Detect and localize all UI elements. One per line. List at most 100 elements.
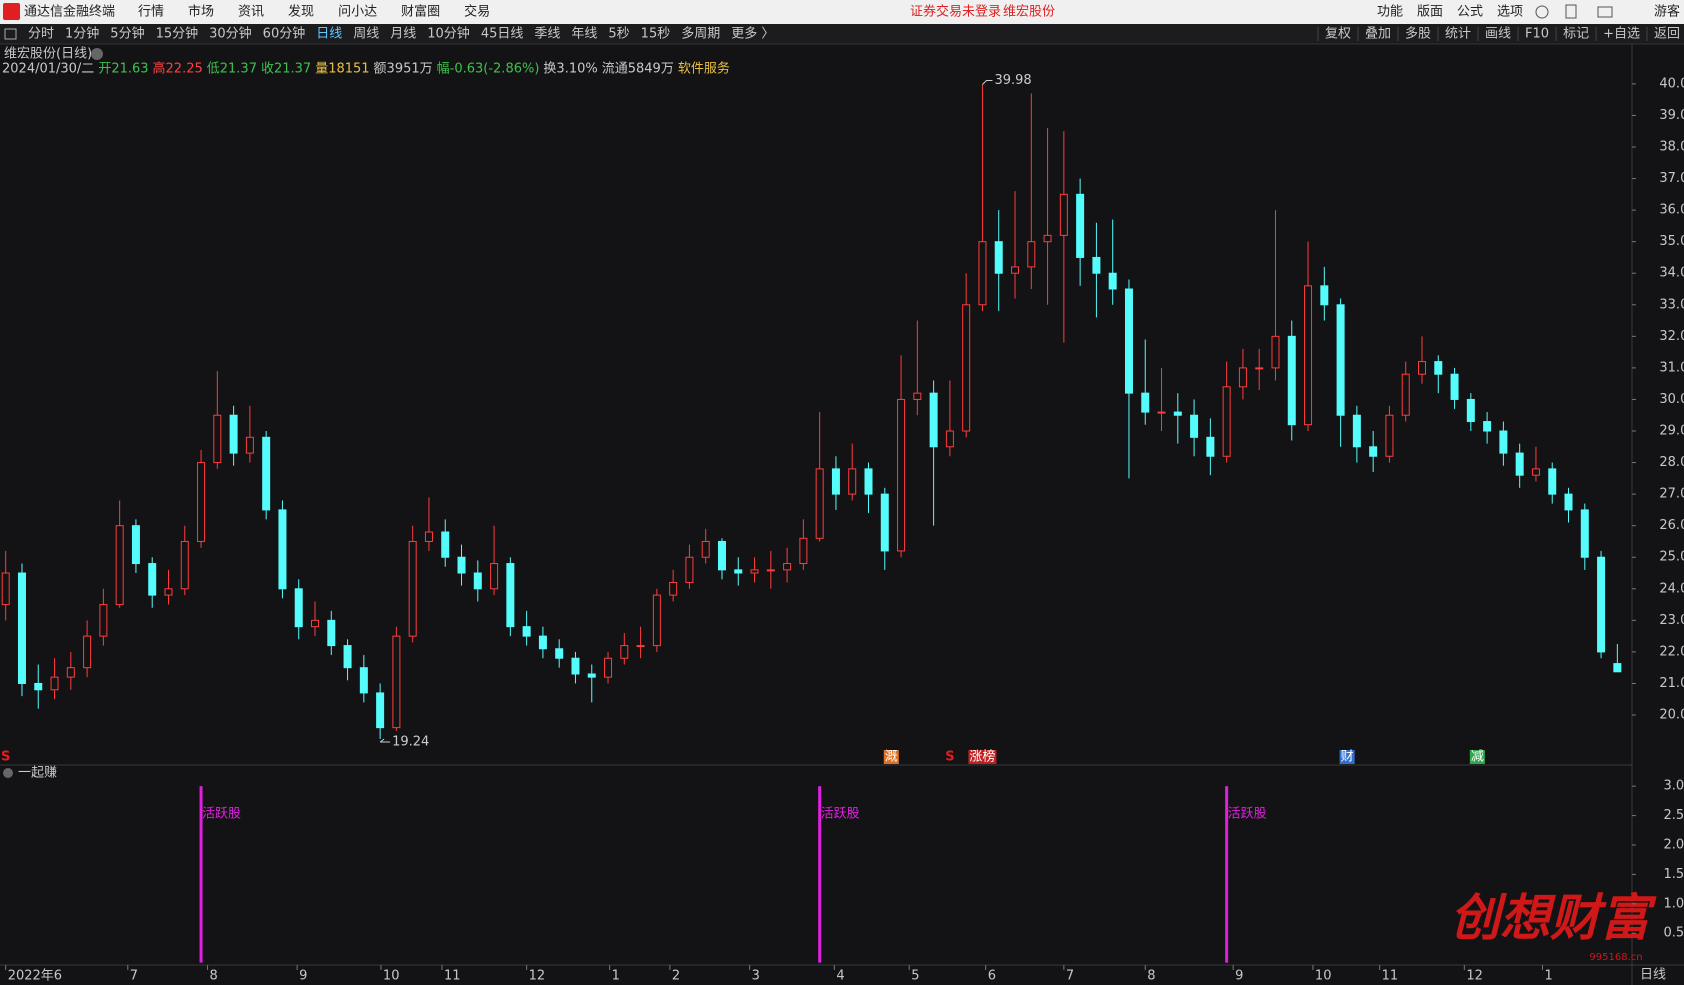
candle-body (587, 673, 596, 678)
candle-body (571, 657, 580, 675)
info-item: 幅-0.63(-2.86%) (437, 62, 540, 77)
candle-body (1092, 256, 1101, 274)
icon-phone[interactable] (1565, 4, 1577, 19)
stock-name[interactable]: 维宏股份 (1003, 5, 1055, 20)
x-tick-label: 10 (1315, 969, 1332, 984)
tool-button[interactable]: 统计 (1445, 27, 1471, 42)
event-marker[interactable]: 减 (1471, 750, 1484, 765)
tool-button[interactable]: 标记 (1563, 27, 1589, 42)
candle-body (945, 430, 954, 448)
candle-body (1450, 373, 1459, 400)
candle-body (897, 398, 906, 552)
y-tick-label: 33.00 (1659, 297, 1684, 312)
menu-item[interactable]: 行情 (138, 5, 164, 20)
period-button[interactable]: 15分钟 (156, 26, 199, 42)
period-button[interactable]: 15秒 (641, 27, 671, 42)
candle-body (1613, 663, 1622, 673)
menu-item[interactable]: 版面 (1417, 5, 1443, 20)
candle-body (652, 594, 661, 647)
high-marker (982, 80, 993, 85)
period-button[interactable]: 30分钟 (209, 26, 252, 42)
candle-body (1206, 436, 1215, 457)
candle-body (83, 635, 92, 669)
menu-item[interactable]: 问小达 (338, 5, 377, 20)
event-marker[interactable]: S (945, 750, 954, 765)
y-tick-label: 31.00 (1659, 360, 1684, 375)
indicator-menu[interactable] (3, 768, 13, 778)
period-button[interactable]: 季线 (534, 27, 560, 42)
candle-body (701, 540, 710, 558)
x-tick-label: 9 (299, 969, 307, 984)
menu-item[interactable]: 财富圈 (401, 4, 440, 20)
candle-body (880, 493, 889, 552)
candle-body (327, 619, 336, 647)
tool-button[interactable]: 画线 (1485, 27, 1511, 42)
period-button[interactable]: 年线 (571, 27, 597, 42)
user[interactable]: 游客 (1654, 4, 1680, 20)
event-box (968, 750, 997, 764)
y-tick-label: 23.00 (1659, 613, 1684, 628)
tool-button[interactable]: 返回 (1654, 27, 1680, 42)
period-button[interactable]: 5秒 (608, 27, 629, 42)
tool-button[interactable]: 复权 (1325, 26, 1351, 42)
x-tick-label: 9 (1235, 969, 1243, 984)
menu-item[interactable]: 公式 (1457, 5, 1483, 20)
period-button[interactable]: 分时 (28, 27, 54, 42)
menu-item[interactable]: 市场 (188, 4, 214, 20)
tool-button[interactable]: +自选 (1603, 27, 1640, 42)
y-tick-label: 2.50 (1664, 808, 1684, 823)
x-tick-label: 8 (1147, 969, 1155, 984)
signal-bar (199, 786, 203, 963)
icon-mail[interactable] (1597, 6, 1613, 18)
candle-body (1597, 556, 1606, 653)
period-button[interactable]: 日线 (316, 27, 342, 42)
period-button[interactable]: 更多 〉 (731, 26, 774, 42)
period-button[interactable]: 月线 (390, 27, 416, 42)
period-button[interactable]: 多周期 (681, 26, 720, 42)
y-tick-label: 40.00 (1659, 76, 1684, 91)
period-button[interactable]: 45日线 (481, 27, 524, 42)
candle-body (115, 525, 124, 606)
menu-item[interactable]: 功能 (1377, 5, 1403, 20)
info-item: 低21.37 (207, 62, 257, 77)
tool-button[interactable]: 叠加 (1365, 27, 1391, 42)
candle-body (1434, 361, 1443, 375)
event-marker[interactable]: 溉 (885, 750, 898, 765)
candle-body (148, 563, 157, 596)
candle-body (1011, 266, 1020, 274)
menu-item[interactable]: 发现 (288, 4, 314, 20)
event-box (1339, 750, 1355, 764)
period-button[interactable]: 60分钟 (263, 26, 306, 42)
x-tick-label: 4 (836, 969, 844, 984)
period-button[interactable]: 10分钟 (427, 26, 470, 42)
candle-body (131, 525, 140, 565)
candle-body (1531, 468, 1540, 476)
candle-body (457, 556, 466, 574)
period-button[interactable]: 5分钟 (110, 26, 144, 42)
period-button[interactable]: 1分钟 (65, 26, 99, 42)
login-notice[interactable]: 证券交易未登录 (910, 4, 1001, 20)
event-marker[interactable]: S (1, 750, 10, 765)
menu-item[interactable]: 资讯 (238, 5, 264, 20)
tool-button[interactable]: F10 (1525, 27, 1549, 42)
y-tick-label: 30.00 (1659, 392, 1684, 407)
icon-panel[interactable] (4, 28, 17, 40)
candle-body (197, 462, 206, 542)
event-marker[interactable]: 财 (1341, 750, 1354, 765)
candle-body (1548, 468, 1557, 495)
candle-body (522, 626, 531, 637)
candle-body (1352, 414, 1361, 448)
signal-label: 活跃股 (202, 807, 241, 822)
low-marker (379, 738, 391, 743)
title-menu[interactable] (91, 48, 103, 60)
menu-item[interactable]: 选项 (1497, 5, 1523, 20)
tool-button[interactable]: 多股 (1405, 26, 1431, 42)
period-button[interactable]: 周线 (353, 27, 379, 42)
event-marker[interactable]: 涨榜 (969, 749, 995, 765)
icon-refresh[interactable] (1535, 5, 1549, 19)
y-tick-label: 24.00 (1659, 581, 1684, 596)
app-name: 通达信金融终端 (24, 4, 115, 20)
candle-body (1369, 446, 1378, 457)
menu-item[interactable]: 交易 (464, 4, 490, 20)
